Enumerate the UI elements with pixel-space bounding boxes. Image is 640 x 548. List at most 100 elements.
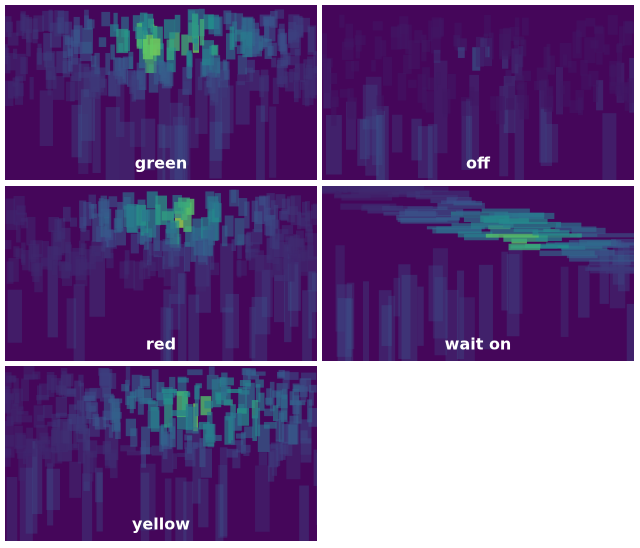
heat-patch (46, 468, 61, 511)
heat-patch (208, 366, 215, 376)
heat-patch (198, 478, 209, 528)
panel-label: green (135, 154, 187, 173)
heat-patch (239, 380, 251, 387)
heat-patch (144, 263, 151, 279)
heat-patch (158, 256, 165, 278)
heat-patch (221, 225, 228, 247)
heat-patch (539, 80, 547, 163)
heatmap-texture (5, 189, 317, 361)
heat-patch (311, 273, 317, 313)
heat-patch (623, 247, 634, 253)
heat-patch (177, 88, 189, 166)
heat-patch (12, 77, 19, 87)
heat-patch (37, 414, 44, 422)
heat-patch (34, 262, 43, 293)
heat-patch (505, 70, 512, 83)
heat-patch (532, 230, 570, 236)
heat-patch (362, 281, 369, 361)
heat-patch (142, 389, 152, 404)
heat-patch (421, 34, 427, 62)
heat-patch (89, 253, 95, 265)
heat-patch (91, 203, 97, 218)
heat-patch (620, 81, 632, 94)
heat-patch (65, 241, 72, 271)
heat-patch (405, 24, 412, 54)
heat-patch (184, 442, 198, 450)
heat-patch (253, 22, 260, 51)
heat-patch (100, 236, 106, 252)
heat-patch (602, 113, 617, 180)
heat-patch (339, 14, 345, 28)
heat-patch (432, 248, 448, 339)
heat-patch (322, 54, 327, 80)
heat-patch (16, 415, 33, 423)
heat-patch (92, 86, 101, 173)
heat-patch (221, 372, 228, 396)
heat-patch (537, 233, 582, 238)
heat-patch (252, 228, 263, 245)
heat-patch (428, 77, 438, 91)
heat-patch (290, 33, 301, 56)
heat-patch (136, 204, 147, 226)
heat-patch (504, 86, 516, 111)
heat-patch (56, 443, 66, 451)
heat-patch (62, 60, 72, 74)
heat-patch (162, 388, 178, 393)
heat-patch (133, 261, 144, 291)
heat-patch (316, 452, 317, 525)
heat-patch (185, 404, 193, 431)
heat-patch (457, 231, 493, 238)
heat-patch (300, 438, 312, 455)
heat-patch (581, 74, 592, 90)
heat-patch (376, 110, 385, 180)
heat-patch (282, 241, 288, 270)
heat-patch (281, 388, 287, 400)
heat-patch (241, 16, 254, 32)
heat-patch (436, 72, 441, 85)
heat-patch (47, 246, 58, 338)
heat-patch (470, 91, 480, 106)
heat-patch (139, 397, 153, 405)
heat-patch (32, 441, 43, 514)
heat-patch (162, 125, 174, 180)
heat-patch (262, 38, 268, 48)
heat-patch (461, 101, 471, 170)
heat-patch (216, 393, 222, 405)
heat-patch (545, 124, 559, 163)
heat-patch (508, 243, 541, 251)
heat-patch (69, 251, 81, 276)
heatmap-panel: off (322, 5, 634, 180)
heat-patch (91, 240, 101, 257)
heat-patch (165, 229, 171, 245)
heat-patch (143, 248, 148, 268)
heat-patch (100, 208, 112, 238)
panel-label: yellow (132, 515, 190, 534)
heat-patch (194, 385, 200, 400)
heat-patch (437, 202, 485, 209)
heat-patch (367, 208, 418, 214)
heat-patch (518, 46, 524, 68)
heat-patch (292, 239, 304, 259)
heat-patch (434, 277, 447, 356)
heat-patch (548, 86, 554, 111)
heat-patch (265, 214, 276, 237)
heat-patch (10, 403, 18, 422)
heat-patch (337, 298, 352, 361)
heat-patch (312, 203, 317, 225)
heat-patch (101, 247, 114, 259)
heat-patch (216, 73, 225, 82)
heat-patch (161, 211, 174, 221)
heat-patch (70, 75, 75, 102)
heat-patch (304, 80, 310, 107)
heat-patch (585, 18, 596, 27)
heat-patch (121, 384, 129, 392)
heat-patch (76, 424, 86, 443)
heat-patch (8, 375, 17, 382)
heat-patch (113, 12, 118, 32)
heat-patch (53, 232, 65, 256)
heat-patch (131, 374, 143, 398)
heat-patch (153, 224, 160, 251)
heat-patch (460, 96, 473, 116)
heat-patch (397, 72, 407, 101)
heat-patch (55, 412, 67, 418)
